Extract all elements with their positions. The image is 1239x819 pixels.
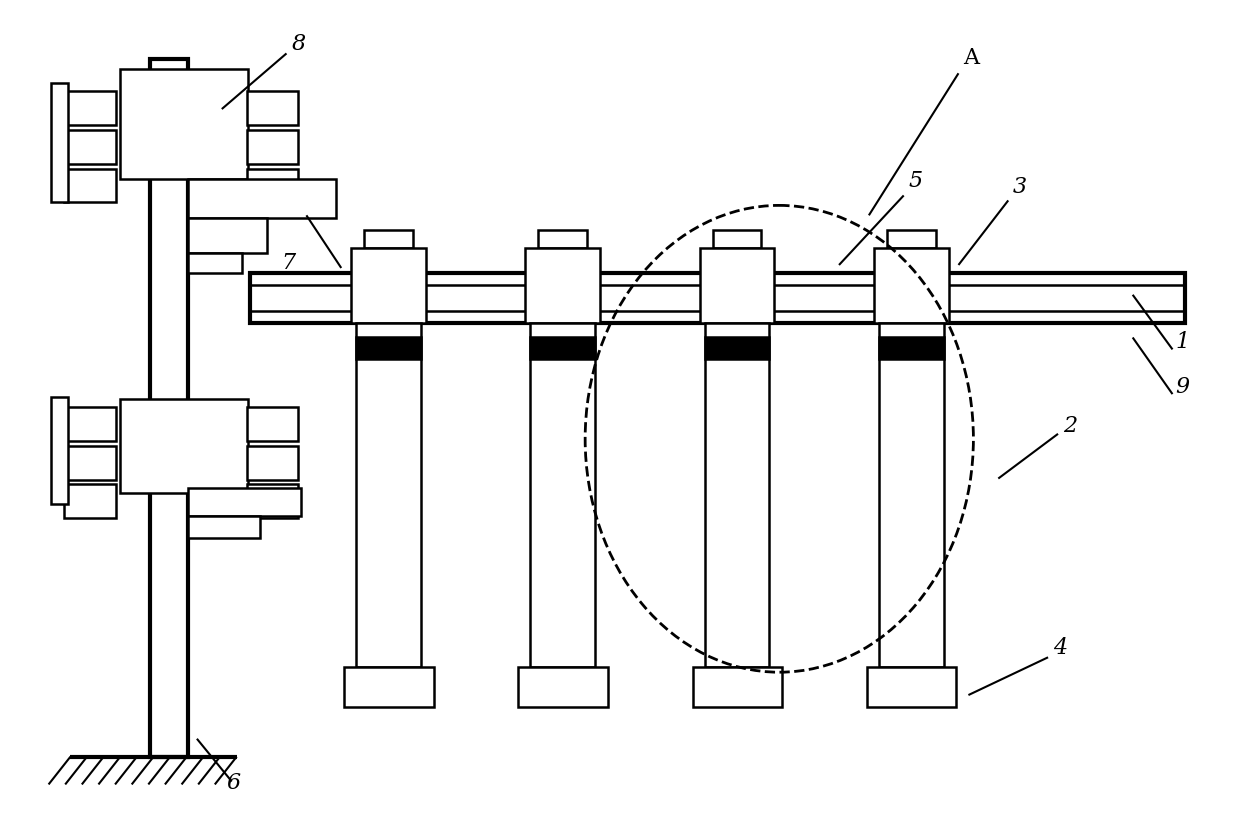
- Bar: [150, 61, 188, 757]
- Bar: [64, 131, 116, 165]
- Text: 2: 2: [1063, 414, 1077, 437]
- Bar: [364, 231, 413, 249]
- Bar: [887, 231, 935, 249]
- Text: 9: 9: [1176, 376, 1189, 398]
- Bar: [705, 338, 769, 360]
- Bar: [250, 274, 1186, 324]
- Text: 5: 5: [908, 170, 923, 192]
- Bar: [188, 517, 260, 538]
- Bar: [64, 408, 116, 441]
- Bar: [873, 249, 949, 324]
- Bar: [693, 667, 782, 707]
- Bar: [356, 338, 421, 360]
- Bar: [51, 84, 68, 203]
- Text: 1: 1: [1176, 331, 1189, 353]
- Bar: [188, 254, 242, 274]
- Bar: [344, 667, 434, 707]
- Bar: [51, 397, 68, 505]
- Bar: [530, 338, 595, 360]
- Bar: [120, 400, 248, 494]
- Bar: [120, 70, 248, 179]
- Bar: [878, 324, 944, 667]
- Text: 4: 4: [1053, 636, 1067, 658]
- Bar: [525, 249, 600, 324]
- Text: A: A: [964, 48, 980, 70]
- Bar: [247, 131, 299, 165]
- Bar: [188, 179, 336, 219]
- Bar: [351, 249, 426, 324]
- Bar: [64, 446, 116, 480]
- Bar: [530, 324, 595, 667]
- Bar: [878, 338, 944, 360]
- Bar: [247, 485, 299, 518]
- Bar: [518, 667, 608, 707]
- Bar: [188, 489, 301, 517]
- Text: 8: 8: [291, 34, 306, 56]
- Bar: [247, 446, 299, 480]
- Text: 3: 3: [1014, 176, 1027, 198]
- Bar: [712, 231, 761, 249]
- Bar: [247, 170, 299, 203]
- Bar: [247, 92, 299, 126]
- Bar: [700, 249, 774, 324]
- Bar: [356, 324, 421, 667]
- Bar: [247, 408, 299, 441]
- Bar: [64, 485, 116, 518]
- Text: 6: 6: [227, 771, 240, 794]
- Bar: [64, 92, 116, 126]
- Bar: [64, 170, 116, 203]
- Text: 7: 7: [281, 251, 296, 274]
- Bar: [539, 231, 587, 249]
- Bar: [188, 219, 266, 254]
- Bar: [705, 324, 769, 667]
- Bar: [867, 667, 957, 707]
